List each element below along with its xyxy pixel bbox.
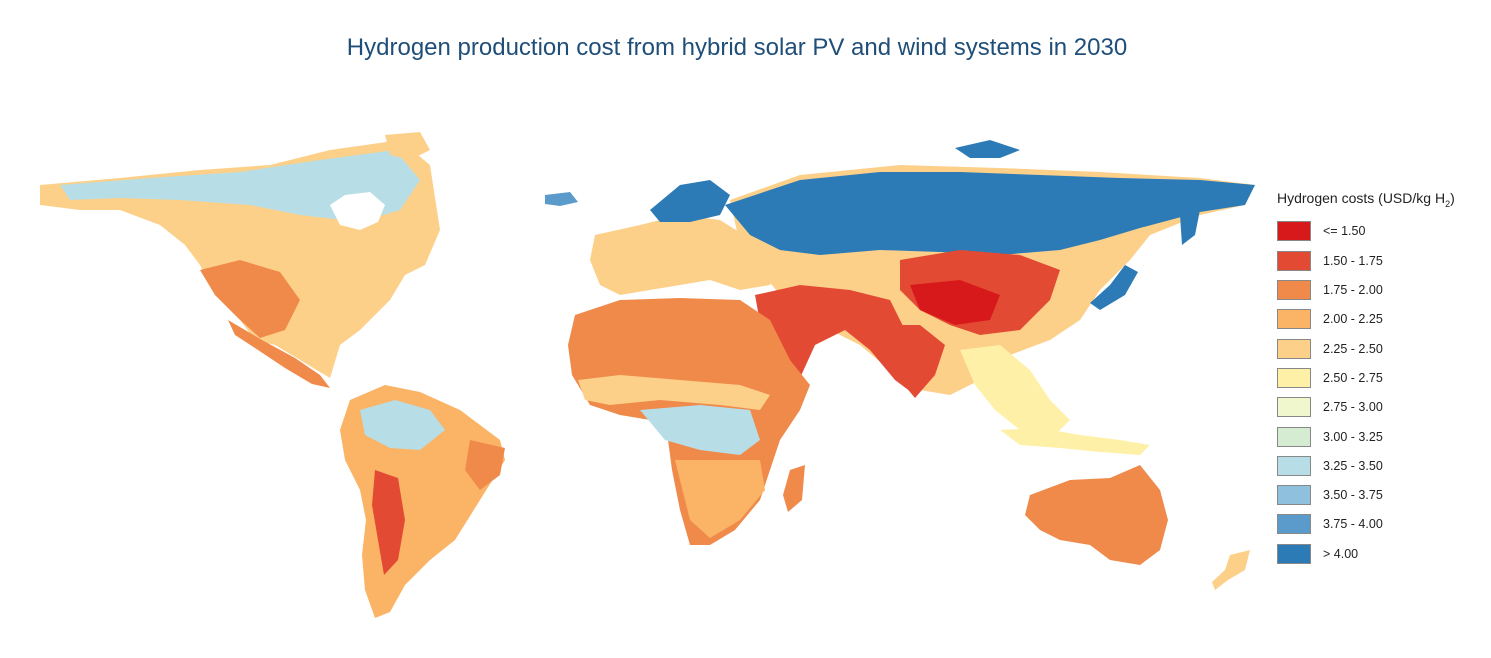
japan-blue bbox=[1090, 265, 1138, 310]
legend-rows: <= 1.50 1.50 - 1.75 1.75 - 2.00 2.00 - 2.25… bbox=[1277, 217, 1487, 569]
legend-swatch bbox=[1277, 338, 1311, 359]
legend-label: > 4.00 bbox=[1323, 546, 1359, 561]
legend-item: 2.25 - 2.50 bbox=[1277, 334, 1487, 363]
legend-label: <= 1.50 bbox=[1323, 224, 1366, 239]
legend-item: <= 1.50 bbox=[1277, 217, 1487, 246]
europe bbox=[545, 180, 780, 295]
legend-swatch bbox=[1277, 485, 1311, 506]
central-africa-blue bbox=[640, 405, 760, 455]
legend-label: 3.00 - 3.25 bbox=[1323, 429, 1383, 444]
legend-label: 1.50 - 1.75 bbox=[1323, 253, 1383, 268]
oceania bbox=[1000, 428, 1250, 590]
brazil-east-orange bbox=[465, 440, 505, 490]
legend-title-subscript: 2 bbox=[1445, 198, 1451, 209]
legend-swatch bbox=[1277, 397, 1311, 418]
scandinavia-blue bbox=[650, 180, 730, 222]
legend-swatch bbox=[1277, 309, 1311, 330]
southern-africa-orange bbox=[675, 460, 765, 538]
madagascar bbox=[783, 465, 805, 512]
legend-item: 2.50 - 2.75 bbox=[1277, 363, 1487, 392]
legend-swatch bbox=[1277, 543, 1311, 564]
legend-label: 2.00 - 2.25 bbox=[1323, 312, 1383, 327]
legend-item: 2.75 - 3.00 bbox=[1277, 393, 1487, 422]
europe-landmass bbox=[590, 215, 780, 295]
amazon-blue bbox=[360, 400, 445, 450]
southeast-asia-yellow bbox=[960, 345, 1070, 440]
greenland-edge bbox=[385, 132, 430, 160]
africa-sahel-yellow bbox=[578, 375, 770, 410]
iceland bbox=[545, 192, 578, 206]
hudson-bay bbox=[330, 192, 385, 230]
legend-item: 3.75 - 4.00 bbox=[1277, 510, 1487, 539]
map-title: Hydrogen production cost from hybrid sol… bbox=[346, 34, 1128, 61]
legend-swatch bbox=[1277, 514, 1311, 535]
kamchatka-blue bbox=[1180, 210, 1200, 245]
legend-item: 1.75 - 2.00 bbox=[1277, 275, 1487, 304]
north-america bbox=[40, 132, 440, 388]
indonesia-islands bbox=[1000, 428, 1150, 455]
legend-item: 3.25 - 3.50 bbox=[1277, 451, 1487, 480]
legend-item: 3.50 - 3.75 bbox=[1277, 480, 1487, 509]
legend-label: 2.25 - 2.50 bbox=[1323, 341, 1383, 356]
south-america bbox=[340, 385, 505, 618]
legend-item: 1.50 - 1.75 bbox=[1277, 246, 1487, 275]
russia-blue bbox=[725, 172, 1255, 255]
legend-label: 2.50 - 2.75 bbox=[1323, 370, 1383, 385]
africa bbox=[568, 298, 810, 545]
tibet-deep-red bbox=[910, 280, 1000, 325]
legend-swatch bbox=[1277, 455, 1311, 476]
canada-blue-region bbox=[60, 150, 420, 222]
legend-label: 2.75 - 3.00 bbox=[1323, 400, 1383, 415]
legend-label: 3.50 - 3.75 bbox=[1323, 488, 1383, 503]
legend-swatch bbox=[1277, 367, 1311, 388]
legend-title-text: Hydrogen costs (USD/kg H bbox=[1277, 190, 1446, 206]
mexico-orange bbox=[228, 320, 330, 388]
legend-label: 1.75 - 2.00 bbox=[1323, 283, 1383, 298]
andes-red bbox=[372, 470, 405, 575]
legend-label: 3.25 - 3.50 bbox=[1323, 458, 1383, 473]
legend-swatch bbox=[1277, 250, 1311, 271]
legend-swatch bbox=[1277, 426, 1311, 447]
legend-item: > 4.00 bbox=[1277, 539, 1487, 568]
legend-title: Hydrogen costs (USD/kg H2) bbox=[1277, 190, 1487, 209]
asia bbox=[725, 140, 1255, 440]
legend-item: 3.00 - 3.25 bbox=[1277, 422, 1487, 451]
us-southwest-orange bbox=[200, 260, 300, 338]
middle-east-red bbox=[755, 285, 930, 395]
india-orange bbox=[880, 325, 945, 398]
legend-item: 2.00 - 2.25 bbox=[1277, 305, 1487, 334]
legend-label: 3.75 - 4.00 bbox=[1323, 517, 1383, 532]
legend-swatch bbox=[1277, 221, 1311, 242]
australia-landmass bbox=[1025, 465, 1168, 565]
legend-swatch bbox=[1277, 280, 1311, 301]
arctic-islands-blue bbox=[955, 140, 1020, 158]
map-legend: Hydrogen costs (USD/kg H2) <= 1.50 1.50 -… bbox=[1277, 190, 1487, 568]
legend-title-end: ) bbox=[1450, 190, 1455, 206]
new-zealand bbox=[1212, 550, 1250, 590]
